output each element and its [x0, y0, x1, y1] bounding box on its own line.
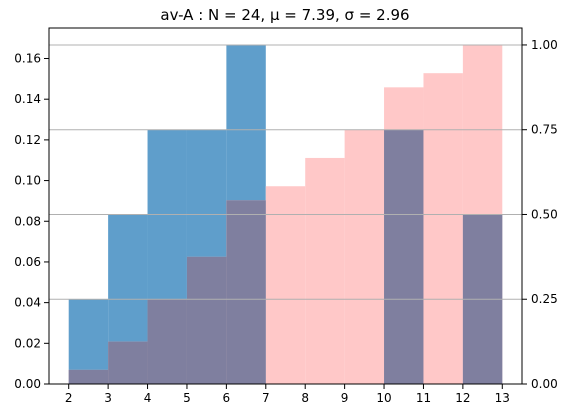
x-tick-label-13: 13 [495, 391, 510, 405]
y-tick-label-2: 0.04 [14, 296, 41, 310]
overlap-bar-4 [147, 299, 187, 384]
x-tick-label-12: 12 [455, 391, 470, 405]
y-tick-label-5: 0.10 [14, 174, 41, 188]
right-bar-9 [344, 129, 385, 384]
y2-tick-label-2: 0.50 [531, 207, 558, 221]
x-axis-ticks: 2 3 4 5 6 7 8 9 10 11 12 13 [65, 384, 510, 405]
y-tick-label-1: 0.02 [14, 336, 41, 350]
axes-frame [48, 27, 523, 385]
x-tick-label-8: 8 [301, 391, 309, 405]
chart-title: av-A : N = 24, μ = 7.39, σ = 2.96 [160, 6, 409, 24]
x-tick-label-2: 2 [65, 391, 73, 405]
overlap-bar-2 [68, 369, 109, 384]
overlap-bars [68, 129, 503, 384]
y2-tick-label-0: 0.00 [531, 377, 558, 391]
y-tick-label-0: 0.00 [14, 377, 41, 391]
y2-tick-label-1: 0.25 [531, 292, 558, 306]
overlap-bar-6 [226, 200, 266, 384]
overlap-bar-3 [108, 341, 148, 384]
x-tick-label-10: 10 [376, 391, 391, 405]
y2-tick-label-3: 0.75 [531, 123, 558, 137]
plot-frame [48, 27, 523, 385]
overlap-bar-10 [384, 129, 424, 384]
x-tick-label-11: 11 [416, 391, 431, 405]
y-tick-label-7: 0.14 [14, 92, 41, 106]
x-tick-label-6: 6 [223, 391, 231, 405]
x-tick-label-5: 5 [183, 391, 191, 405]
right-bar-8 [305, 157, 345, 384]
y2-tick-label-4: 1.00 [531, 38, 558, 52]
y-tick-label-4: 0.08 [14, 214, 41, 228]
x-tick-label-7: 7 [262, 391, 270, 405]
right-bar-11 [423, 73, 463, 385]
y-tick-label-8: 0.16 [14, 52, 41, 66]
grid-lines [49, 44, 522, 300]
x-tick-label-3: 3 [104, 391, 112, 405]
overlap-bar-5 [186, 256, 227, 384]
y-tick-label-6: 0.12 [14, 133, 41, 147]
x-tick-label-4: 4 [144, 391, 152, 405]
left-axis-ticks: 0.00 0.02 0.04 0.06 0.08 0.10 0.12 0.14 0.16 [14, 52, 49, 391]
x-tick-label-9: 9 [341, 391, 349, 405]
right-bar-7 [265, 186, 306, 384]
right-axis-ticks: 0.00 0.25 0.50 0.75 1.00 [522, 38, 558, 391]
y-tick-label-3: 0.06 [14, 255, 41, 269]
